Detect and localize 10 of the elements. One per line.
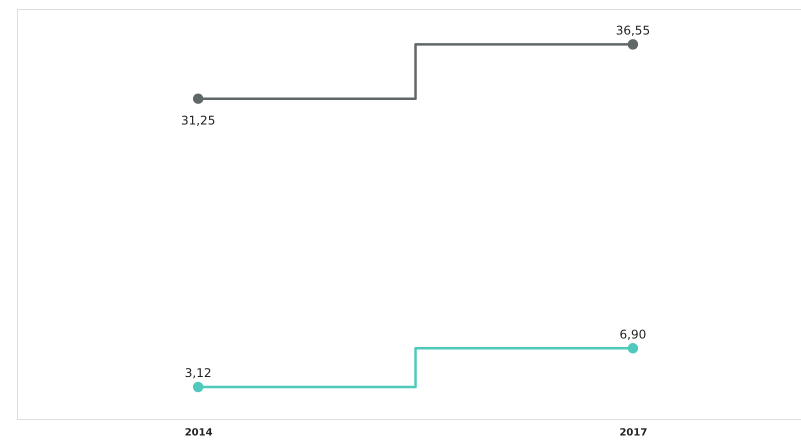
data-label: 3,12 [184, 366, 212, 380]
data-label: 31,25 [180, 114, 216, 128]
x-tick-label: 2014 [184, 428, 213, 438]
data-label: 6,90 [620, 327, 646, 342]
point [628, 343, 638, 354]
point [192, 382, 204, 392]
data-label: 36,55 [616, 23, 650, 38]
point [628, 39, 638, 50]
x-tick-label: 2017 [619, 428, 648, 438]
point [192, 93, 204, 104]
